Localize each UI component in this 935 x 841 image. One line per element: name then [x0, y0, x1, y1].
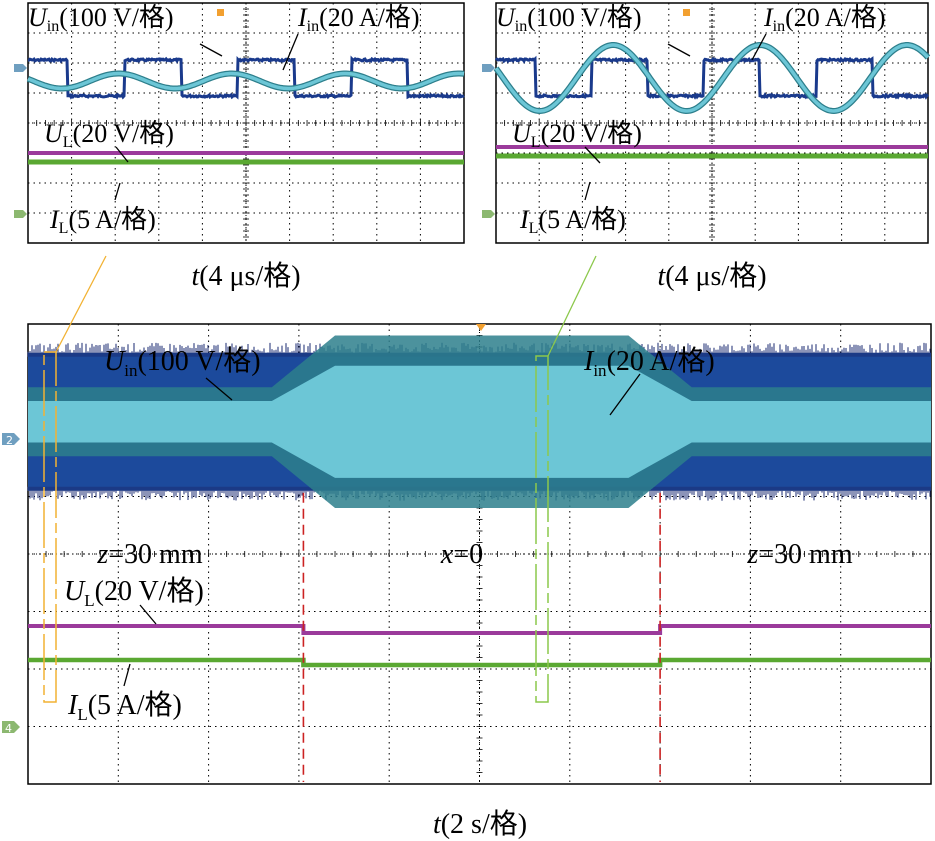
zoom-panel-left: Uin(100 V/格) Iin(20 A/格) UL(20 V/格) IL(5… — [14, 2, 465, 292]
callout-connector-left — [43, 255, 107, 703]
label-uin: Uin(100 V/格) — [496, 3, 642, 35]
trigger-marker-icon — [476, 324, 486, 331]
pointer-ul — [115, 146, 129, 163]
pointer-ul — [139, 604, 157, 625]
label-il: IL(5 A/格) — [49, 205, 156, 237]
channel-2-marker-icon — [14, 64, 27, 72]
channel-2-marker-icon: 2 — [2, 433, 20, 447]
svg-text:2: 2 — [6, 434, 13, 447]
pointer-iin — [609, 373, 641, 416]
x-axis-label: t(4 μs/格) — [191, 260, 300, 292]
pointer-il — [114, 182, 121, 201]
region-label-left: z=30 mm — [96, 539, 202, 570]
traces — [493, 41, 931, 159]
channel-3-marker-icon — [482, 210, 495, 218]
pointer-iin — [282, 33, 299, 71]
label-iin: Iin(20 A/格) — [583, 345, 715, 380]
trace-iin — [494, 43, 930, 113]
traces — [26, 55, 465, 165]
pointer-il — [584, 181, 591, 201]
label-ul: UL(20 V/格) — [64, 575, 204, 610]
label-il: IL(5 A/格) — [67, 689, 182, 724]
channel-3-marker-icon — [14, 210, 27, 218]
traces — [27, 335, 931, 782]
trace-uin — [494, 55, 930, 100]
channel-4-marker-icon: 4 — [2, 721, 20, 735]
pointer-uin — [205, 377, 233, 401]
channel-2-marker-icon — [482, 64, 495, 72]
label-il: IL(5 A/格) — [519, 205, 626, 237]
pointer-il — [123, 663, 131, 687]
label-uin: Uin(100 V/格) — [28, 3, 174, 35]
label-uin: Uin(100 V/格) — [104, 345, 261, 380]
pointer-iin — [751, 33, 767, 61]
pointer-uin — [199, 43, 223, 57]
trigger-marker-icon — [217, 9, 224, 16]
label-iin: Iin(20 A/格) — [763, 3, 886, 35]
svg-text:4: 4 — [5, 722, 12, 735]
x-axis-label: t(2 s/格) — [433, 808, 527, 840]
trace-iin — [27, 71, 465, 91]
callout-connector-right — [535, 255, 597, 703]
pointer-uin — [667, 43, 691, 57]
zoom-panel-right: Uin(100 V/格) Iin(20 A/格) UL(20 V/格) IL(5… — [482, 2, 931, 292]
trace-ul — [28, 624, 931, 635]
trace-uin — [27, 55, 465, 100]
pointer-ul — [584, 146, 601, 164]
label-ul: UL(20 V/格) — [512, 119, 642, 151]
trigger-marker-icon — [683, 9, 690, 16]
x-axis-label: t(4 μs/格) — [657, 260, 766, 292]
overview-panel: 2 4 z=30 mm x=0 z=30 mm Uin(100 V/格) Iin… — [2, 323, 932, 840]
label-ul: UL(20 V/格) — [44, 119, 174, 151]
region-label-center: x=0 — [440, 539, 483, 570]
trace-iin-envelope — [28, 365, 931, 478]
region-label-right: z=30 mm — [746, 539, 852, 570]
trace-il — [28, 657, 931, 668]
label-iin: Iin(20 A/格) — [297, 3, 420, 35]
